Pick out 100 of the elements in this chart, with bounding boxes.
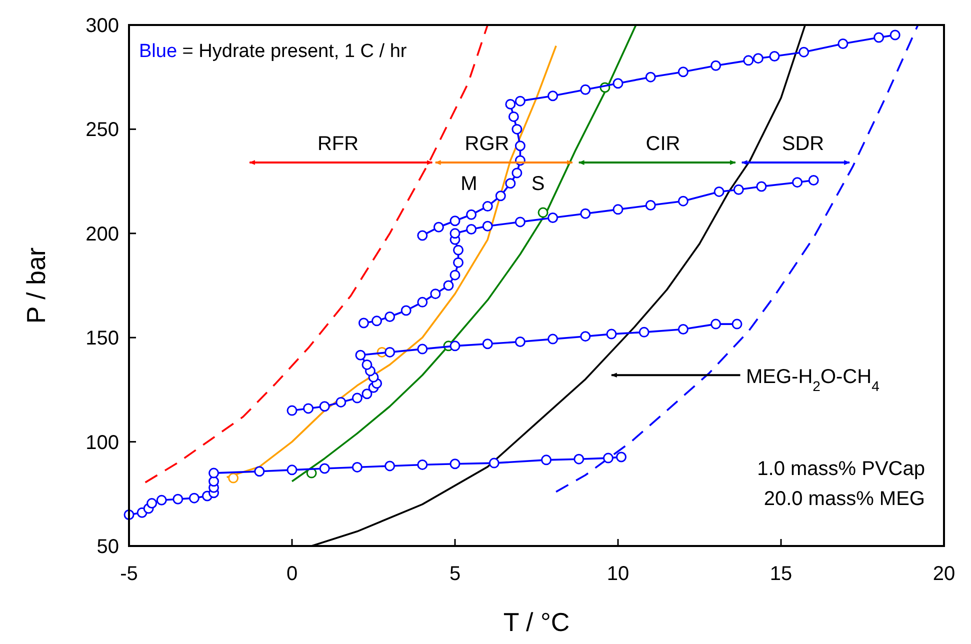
point [384, 460, 396, 472]
point [874, 32, 884, 43]
annotation: M [460, 173, 478, 195]
point [732, 318, 742, 330]
point [756, 181, 767, 192]
point [384, 346, 396, 358]
point [714, 186, 724, 197]
point [678, 324, 688, 335]
x-axis-title: T / °C [503, 607, 570, 637]
point [417, 459, 428, 470]
point [372, 316, 382, 326]
point [319, 463, 330, 474]
annotation: 1.0 mass% PVCap [757, 458, 925, 480]
point [482, 220, 493, 232]
point [355, 350, 366, 360]
point [286, 405, 298, 416]
point [548, 212, 558, 224]
point [616, 452, 627, 462]
point [548, 334, 558, 344]
point [466, 224, 477, 234]
annotation: RFR [317, 133, 359, 155]
point [336, 396, 346, 408]
point [678, 196, 688, 206]
y-tick-label: 100 [86, 432, 119, 454]
point [752, 53, 764, 64]
point [514, 336, 526, 348]
point [505, 98, 516, 110]
point [466, 209, 477, 220]
point [362, 388, 372, 400]
point [574, 454, 584, 464]
point [384, 312, 396, 322]
point [743, 55, 754, 66]
y-axis-title: P / bar [21, 247, 51, 324]
point [580, 84, 591, 95]
point [482, 338, 493, 350]
y-tick-label: 300 [86, 15, 119, 37]
annotation: RGR [464, 133, 510, 155]
point [508, 111, 519, 122]
point [450, 270, 460, 280]
annotation: SDR [782, 133, 824, 155]
point [488, 458, 500, 468]
point [417, 296, 428, 308]
point [798, 46, 810, 58]
point [352, 392, 362, 404]
point [602, 452, 614, 464]
point [538, 207, 548, 218]
point [358, 318, 369, 328]
point [156, 494, 167, 506]
point [580, 208, 591, 219]
point [286, 464, 298, 476]
point [172, 494, 184, 504]
point [514, 96, 526, 106]
point [890, 30, 900, 40]
point [433, 222, 444, 232]
point [580, 331, 591, 342]
point [710, 60, 722, 71]
point [769, 51, 780, 62]
annotation: Blue = Hydrate present, 1 C / hr [139, 41, 408, 62]
annotation: CIR [646, 133, 680, 155]
y-tick-label: 200 [86, 223, 119, 246]
point [612, 204, 624, 215]
x-tick-label: 0 [286, 563, 298, 585]
point [453, 257, 464, 268]
y-tick-label: 250 [86, 119, 119, 142]
point [146, 498, 158, 509]
point [512, 168, 522, 178]
point [645, 200, 656, 211]
point [505, 178, 516, 189]
point [417, 344, 428, 354]
point [792, 177, 803, 188]
point [638, 326, 650, 338]
point [417, 230, 428, 241]
point [514, 216, 526, 228]
point [450, 340, 460, 352]
point [612, 78, 624, 89]
point [450, 216, 460, 226]
point [430, 288, 441, 300]
annotation: S [531, 173, 545, 195]
point [188, 492, 200, 504]
x-tick-label: 5 [449, 563, 461, 585]
point [443, 280, 454, 291]
x-tick-label: -5 [120, 563, 138, 585]
point [208, 476, 220, 487]
point [352, 462, 362, 472]
x-tick-label: 20 [932, 563, 956, 585]
point [303, 403, 314, 414]
y-tick-label: 50 [96, 536, 119, 558]
point [808, 175, 819, 186]
point [838, 38, 848, 50]
point [450, 458, 460, 470]
point [548, 90, 558, 102]
annotation: MEG-H$_{2}$O-CH$_{4}$ [746, 366, 880, 394]
point [678, 66, 688, 78]
point [362, 359, 372, 370]
point [512, 124, 522, 134]
y-tick-label: 150 [86, 328, 119, 350]
point [710, 318, 722, 330]
point [541, 454, 552, 466]
annotation: 20.0 mass% MEG [764, 488, 925, 510]
point [228, 472, 239, 484]
